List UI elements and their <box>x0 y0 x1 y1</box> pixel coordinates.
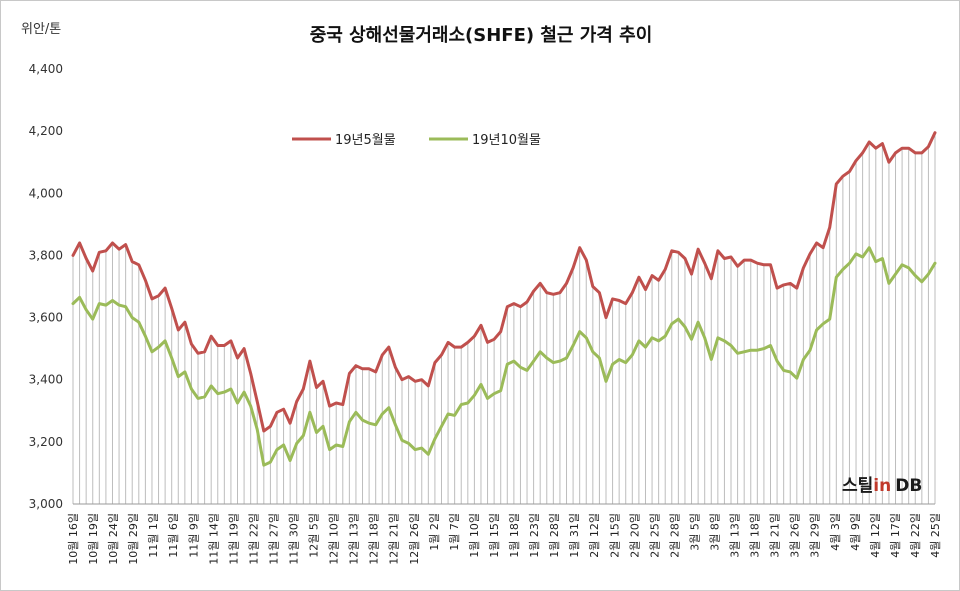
x-tick-label: 10월 16일 <box>66 513 80 565</box>
x-tick-label: 1월 31일 <box>567 513 581 558</box>
x-tick-label: 3월 29일 <box>808 513 822 558</box>
x-tick-label: 11월 22일 <box>246 513 260 565</box>
logo-part-3: DB <box>895 476 922 496</box>
x-tick-label: 12월 26일 <box>407 513 421 565</box>
y-tick-label: 4,000 <box>29 186 63 200</box>
x-tick-label: 10월 29일 <box>126 513 140 565</box>
x-tick-label: 2월 25일 <box>647 513 661 558</box>
x-tick-label: 12월 21일 <box>387 513 401 565</box>
x-tick-label: 11월 19일 <box>226 513 240 565</box>
x-tick-label: 10월 19일 <box>86 513 100 565</box>
series-line-19-oct <box>71 246 937 467</box>
x-tick-label: 1월 10일 <box>467 513 481 558</box>
x-tick-label: 2월 28일 <box>667 513 681 558</box>
x-tick-label: 1월 15일 <box>487 513 501 558</box>
x-tick-label: 4월 25일 <box>928 513 942 558</box>
x-tick-label: 11월 14일 <box>206 513 220 565</box>
x-tick-label: 11월 6일 <box>166 513 180 558</box>
x-tick-label: 1월 7일 <box>447 513 461 551</box>
x-tick-label: 3월 26일 <box>788 513 802 558</box>
x-tick-label: 12월 13일 <box>347 513 361 565</box>
x-tick-label: 10월 24일 <box>106 513 120 565</box>
x-tick-label: 4월 22일 <box>908 513 922 558</box>
x-tick-label: 12월 5일 <box>307 513 321 558</box>
x-tick-label: 1월 28일 <box>547 513 561 558</box>
x-tick-label: 1월 18일 <box>507 513 521 558</box>
chart-title: 중국 상해선물거래소(SHFE) 철근 가격 추이 <box>310 25 653 46</box>
x-tick-label: 3월 5일 <box>687 513 701 551</box>
x-tick-label: 3월 8일 <box>708 513 722 551</box>
x-tick-label: 3월 18일 <box>748 513 762 558</box>
x-tick-label: 2월 20일 <box>627 513 641 558</box>
x-tick-label: 12월 10일 <box>327 513 341 565</box>
x-tick-label: 12월 18일 <box>367 513 381 565</box>
drop-lines <box>72 132 936 504</box>
y-tick-label: 4,200 <box>29 124 63 138</box>
x-tick-label: 2월 15일 <box>607 513 621 558</box>
x-tick-label: 4월 17일 <box>888 513 902 558</box>
y-tick-label: 4,400 <box>29 62 63 76</box>
x-tick-label: 2월 12일 <box>587 513 601 558</box>
y-tick-label: 3,200 <box>29 435 63 449</box>
x-tick-label: 11월 27일 <box>267 513 281 565</box>
y-axis-ticks: 3,000 3,200 3,400 3,600 3,800 4,000 4,200 4,400 <box>29 62 63 511</box>
x-tick-label: 1월 2일 <box>427 513 441 551</box>
logo-part-1: 스틸 <box>842 475 873 496</box>
x-tick-label: 3월 13일 <box>728 513 742 558</box>
y-tick-label: 3,400 <box>29 373 63 387</box>
legend-label-19-may: 19년5월물 <box>335 133 396 148</box>
y-tick-label: 3,000 <box>29 497 63 511</box>
y-tick-label: 3,600 <box>29 311 63 325</box>
x-tick-label: 4월 12일 <box>868 513 882 558</box>
y-tick-label: 3,800 <box>29 248 63 262</box>
x-tick-label: 11월 30일 <box>287 513 301 565</box>
x-tick-label: 11월 1일 <box>146 513 160 558</box>
x-tick-label: 11월 9일 <box>186 513 200 558</box>
series-line-19-may <box>71 131 937 433</box>
legend: 19년5월물 19년10월물 <box>292 133 541 148</box>
x-tick-label: 3월 21일 <box>768 513 782 558</box>
x-axis-ticks: 10월 16일 10월 19일 10월 24일 10월 29일 11월 1일 11월 6일… <box>66 513 942 565</box>
x-tick-label: 4월 9일 <box>848 513 862 551</box>
x-tick-label: 1월 23일 <box>527 513 541 558</box>
y-axis-unit: 위안/톤 <box>21 22 61 37</box>
legend-label-19-oct: 19년10월물 <box>472 133 541 148</box>
steelindb-logo: 스틸in DB <box>842 475 922 496</box>
x-tick-label: 4월 3일 <box>828 513 842 551</box>
series-lines <box>71 131 937 467</box>
logo-part-2: in <box>873 476 891 496</box>
